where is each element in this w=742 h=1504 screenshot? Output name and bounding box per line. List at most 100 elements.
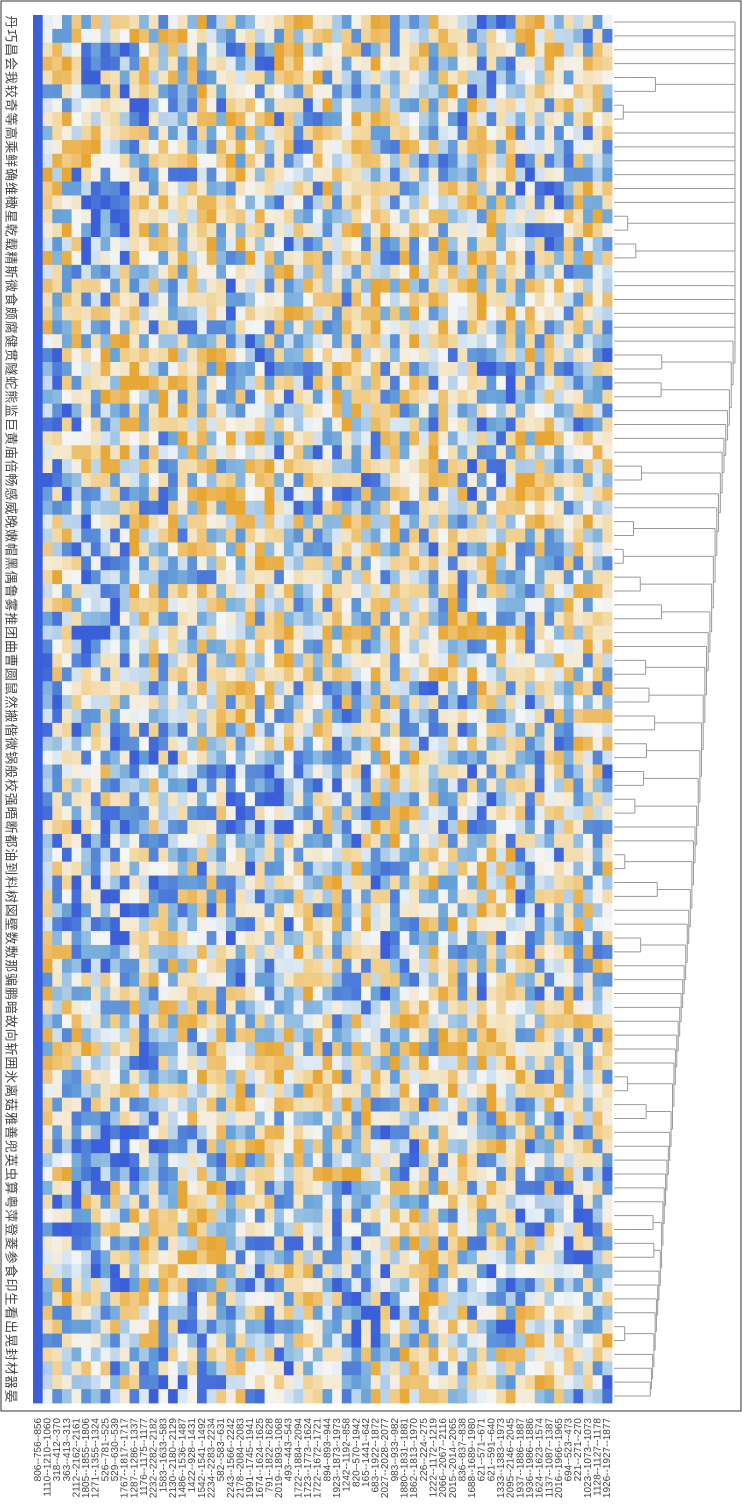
heatmap-cell — [496, 15, 507, 30]
heatmap-cell — [100, 681, 111, 696]
heatmap-cell — [42, 667, 53, 682]
heatmap-cell — [303, 445, 314, 460]
heatmap-cell — [467, 764, 478, 779]
heatmap-cell — [206, 1000, 217, 1015]
heatmap-cell — [71, 820, 82, 835]
heatmap-cell — [602, 931, 613, 946]
heatmap-cell — [476, 1028, 487, 1043]
heatmap-cell — [505, 653, 516, 668]
heatmap-cell — [332, 209, 343, 224]
heatmap-cell — [168, 847, 179, 863]
heatmap-cell — [399, 847, 410, 863]
heatmap-cell — [486, 903, 497, 918]
heatmap-cell — [554, 306, 565, 321]
heatmap-cell — [100, 292, 111, 307]
heatmap-cell — [351, 139, 362, 155]
heatmap-cell — [264, 417, 275, 432]
heatmap-cell — [457, 84, 468, 99]
heatmap-cell — [100, 542, 111, 557]
heatmap-cell — [370, 153, 381, 169]
heatmap-cell — [197, 1153, 208, 1168]
heatmap-cell — [351, 1014, 362, 1029]
heatmap-cell — [119, 320, 130, 335]
heatmap-cell — [90, 1000, 101, 1015]
heatmap-cell — [573, 278, 584, 293]
heatmap-cell — [110, 292, 121, 307]
heatmap-cell — [399, 1097, 410, 1112]
heatmap-cell — [428, 98, 439, 113]
heatmap-cell — [71, 597, 82, 613]
heatmap-cell — [254, 1139, 265, 1154]
heatmap-cell — [476, 556, 487, 571]
heatmap-cell — [148, 139, 159, 155]
heatmap-cell — [341, 1153, 352, 1168]
heatmap-cell — [148, 542, 159, 557]
heatmap-cell — [602, 1125, 613, 1140]
heatmap-cell — [312, 709, 323, 724]
heatmap-cell — [390, 695, 401, 710]
heatmap-cell — [303, 792, 314, 807]
heatmap-cell — [283, 806, 294, 821]
heatmap-cell — [158, 528, 169, 543]
heatmap-cell — [245, 820, 256, 835]
heatmap-cell — [505, 944, 516, 960]
heatmap-cell — [563, 820, 574, 835]
heatmap-cell — [71, 126, 82, 141]
heatmap-cell — [525, 764, 536, 779]
heatmap-cell — [303, 542, 314, 557]
heatmap-cell — [438, 153, 449, 169]
heatmap-cell — [197, 417, 208, 432]
heatmap-cell — [496, 528, 507, 543]
heatmap-cell — [361, 1069, 372, 1085]
heatmap-cell — [312, 820, 323, 835]
heatmap-cell — [583, 889, 594, 904]
heatmap-cell — [428, 750, 439, 765]
heatmap-cell — [245, 1069, 256, 1085]
heatmap-cell — [438, 126, 449, 141]
heatmap-cell — [525, 917, 536, 932]
heatmap-cell — [544, 556, 555, 571]
heatmap-cell — [264, 459, 275, 474]
heatmap-cell — [476, 1097, 487, 1112]
heatmap-cell — [409, 431, 420, 446]
heatmap-cell — [505, 278, 516, 293]
heatmap-cell — [447, 389, 458, 405]
heatmap-cell — [399, 597, 410, 613]
heatmap-cell — [139, 1014, 150, 1029]
heatmap-cell — [52, 320, 63, 335]
heatmap-cell — [158, 334, 169, 349]
heatmap-cell — [283, 958, 294, 974]
heatmap-cell — [390, 181, 401, 196]
heatmap-cell — [303, 70, 314, 85]
heatmap-cell — [428, 653, 439, 668]
heatmap-cell — [322, 139, 333, 155]
heatmap-cell — [33, 292, 44, 307]
heatmap-cell — [534, 833, 545, 849]
heatmap-cell — [573, 431, 584, 446]
heatmap-cell — [100, 736, 111, 752]
heatmap-cell — [361, 28, 372, 44]
heatmap-cell — [351, 639, 362, 654]
heatmap-cell — [438, 584, 449, 599]
heatmap-cell — [419, 681, 430, 696]
heatmap-cell — [293, 667, 304, 682]
heatmap-cell — [602, 278, 613, 293]
heatmap-cell — [197, 500, 208, 516]
heatmap-cell — [370, 195, 381, 210]
heatmap-cell — [254, 1153, 265, 1168]
heatmap-cell — [332, 917, 343, 932]
heatmap-cell — [419, 459, 430, 474]
heatmap-cell — [419, 639, 430, 654]
heatmap-cell — [129, 1056, 140, 1071]
heatmap-cell — [534, 500, 545, 516]
heatmap-cell — [438, 348, 449, 363]
heatmap-cell — [602, 195, 613, 210]
heatmap-cell — [409, 667, 420, 682]
heatmap-cell — [110, 278, 121, 293]
heatmap-cell — [486, 931, 497, 946]
heatmap-cell — [380, 278, 391, 293]
heatmap-cell — [245, 1125, 256, 1140]
heatmap-cell — [554, 209, 565, 224]
heatmap-cell — [447, 917, 458, 932]
heatmap-cell — [505, 1069, 516, 1085]
